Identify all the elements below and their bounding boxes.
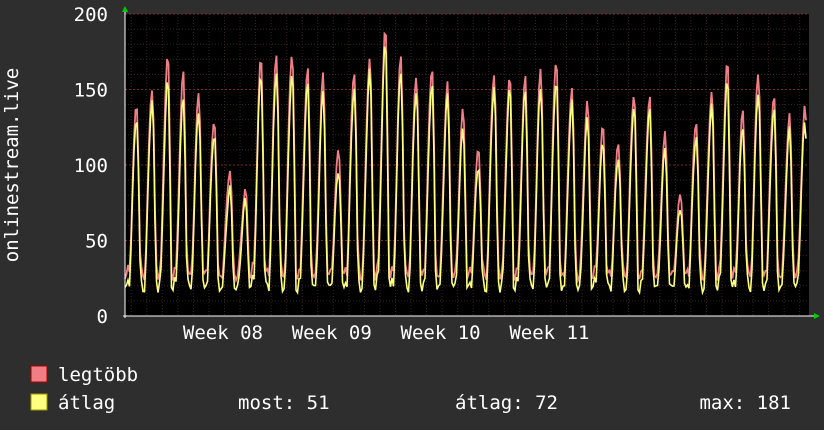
y-tick-label: 100 [74,155,108,177]
stat-average: átlag: 72 [455,392,558,414]
y-tick-label: 0 [97,306,108,328]
y-tick-label: 200 [74,4,108,26]
y-axis-title: onlinestream.live [1,68,23,262]
y-tick-label: 50 [85,231,108,253]
x-week-label: Week 11 [509,322,589,344]
x-week-label: Week 08 [183,322,263,344]
stat-current: most: 51 [238,392,330,414]
legend-swatch-avg [30,393,48,411]
stat-maximum: max: 181 [699,392,791,414]
y-tick-label: 150 [74,80,108,102]
grid [125,13,809,317]
x-week-label: Week 10 [401,322,481,344]
x-tick-labels: Week 08 Week 09 Week 10 Week 11 [183,322,590,344]
x-week-label: Week 09 [292,322,372,344]
y-axis-arrow [122,6,128,12]
legend-label-max: legtöbb [58,364,138,386]
legend-swatch-max [30,365,48,383]
y-tick-labels: 0 50 100 150 200 [74,4,108,328]
series-line-avg [124,46,807,296]
legend-label-avg: átlag [58,392,115,414]
series-layer [124,31,807,296]
x-axis-arrow [814,313,820,319]
